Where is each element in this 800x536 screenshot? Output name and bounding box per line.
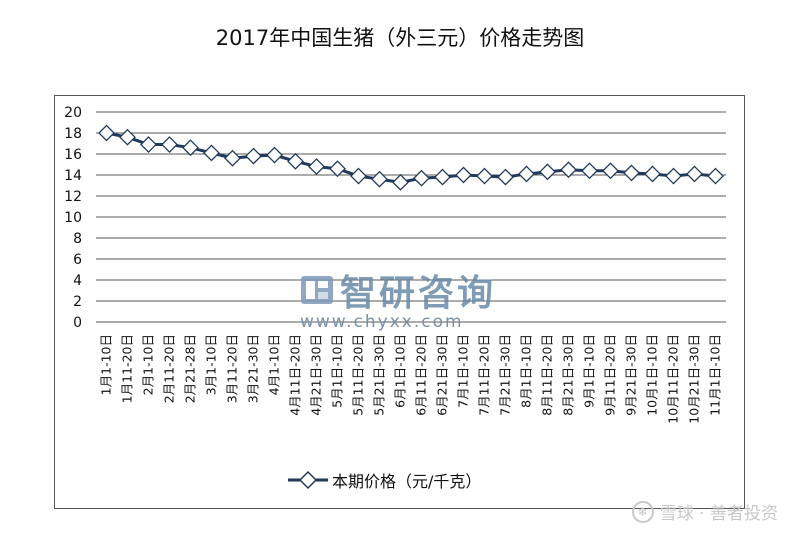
watermark-brand: 智研咨询 <box>300 270 496 314</box>
x-tick-label: 3月21-30日 <box>246 334 261 403</box>
data-point <box>434 168 451 186</box>
data-point <box>455 166 472 184</box>
x-tick-label: 4月21日-30日 <box>309 334 324 416</box>
legend-marker-icon <box>288 470 328 490</box>
data-point <box>518 165 535 183</box>
x-tick-label: 1月11-20日 <box>120 334 135 403</box>
y-tick-label: 0 <box>73 315 82 331</box>
x-tick-label: 3月11-20日 <box>225 334 240 403</box>
data-point <box>119 128 136 146</box>
data-point <box>497 168 514 186</box>
x-tick-label: 9月11日-20日 <box>603 334 618 416</box>
chart-frame <box>54 95 745 509</box>
x-tick-label: 9月1日-10日 <box>582 334 597 408</box>
x-tick-label: 1月1-10日 <box>99 334 114 395</box>
data-point <box>329 160 346 178</box>
y-tick-label: 4 <box>73 273 82 289</box>
data-point <box>98 124 115 142</box>
chart-title: 2017年中国生猪（外三元）价格走势图 <box>215 26 585 50</box>
data-point <box>224 149 241 167</box>
y-tick-label: 20 <box>64 105 82 121</box>
data-point <box>539 163 556 181</box>
data-point <box>266 146 283 164</box>
data-point <box>371 170 388 188</box>
x-tick-label: 8月11日-20日 <box>540 334 555 416</box>
data-point <box>413 169 430 187</box>
legend-label: 本期价格（元/千克） <box>332 472 482 491</box>
x-tick-label: 7月11日-20日 <box>477 334 492 416</box>
data-point <box>644 165 661 183</box>
x-tick-label: 8月1日-10日 <box>519 334 534 408</box>
y-tick-label: 2 <box>73 294 82 310</box>
x-tick-label: 6月11日-20日 <box>414 334 429 416</box>
x-tick-label: 7月21日-30日 <box>498 334 513 416</box>
data-point <box>287 152 304 170</box>
x-tick-label: 5月21日-30日 <box>372 334 387 416</box>
y-tick-label: 18 <box>64 126 82 142</box>
data-point <box>476 167 493 185</box>
x-tick-label: 5月1日-10日 <box>330 334 345 408</box>
data-point <box>245 147 262 165</box>
x-tick-label: 6月1日-10日 <box>393 334 408 408</box>
x-tick-label: 10月21日-30日 <box>687 334 702 424</box>
x-tick-label: 4月1-10日 <box>267 334 282 395</box>
x-tick-label: 4月11日-20日 <box>288 334 303 416</box>
data-point <box>665 167 682 185</box>
data-point <box>140 136 157 153</box>
x-tick-label: 6月21日-30日 <box>435 334 450 416</box>
data-point <box>623 164 640 182</box>
data-point <box>161 136 178 153</box>
snowball-icon: ❄ <box>631 500 654 523</box>
data-point <box>560 161 577 179</box>
x-tick-label: 7月1日-10日 <box>456 334 471 408</box>
data-point <box>602 162 619 180</box>
y-tick-label: 16 <box>64 147 82 163</box>
data-point <box>686 165 703 183</box>
data-point <box>581 162 598 180</box>
y-tick-label: 12 <box>64 189 82 205</box>
x-tick-label: 10月1日-10日 <box>645 334 660 416</box>
data-point <box>203 144 220 162</box>
y-tick-label: 8 <box>73 231 82 247</box>
x-tick-label: 5月11日-20日 <box>351 334 366 416</box>
x-tick-label: 9月21日-30日 <box>624 334 639 416</box>
data-point <box>392 173 409 191</box>
data-point <box>350 167 367 185</box>
data-point <box>182 139 199 157</box>
watermark-brand-text: 智研咨询 <box>340 273 497 314</box>
x-tick-label: 2月21-28日 <box>183 334 198 403</box>
x-tick-label: 8月21日-30日 <box>561 334 576 416</box>
x-tick-label: 2月11-20日 <box>162 334 177 403</box>
x-tick-label: 3月1-10日 <box>204 334 219 395</box>
watermark-url: www.chyxx.com <box>300 312 464 332</box>
y-tick-label: 10 <box>64 210 82 226</box>
data-point <box>707 167 724 185</box>
chart-legend: 本期价格（元/千克） <box>288 468 481 492</box>
y-tick-label: 6 <box>73 252 82 268</box>
watermark-logo-icon <box>301 276 333 304</box>
data-point <box>308 158 325 176</box>
x-tick-label: 11月1日-10日 <box>708 334 723 416</box>
x-tick-label: 10月11日-20日 <box>666 334 681 424</box>
credit-watermark: ❄ 雪球 · 善者投资 <box>631 499 778 524</box>
y-tick-label: 14 <box>64 168 82 184</box>
x-tick-label: 2月1-10日 <box>141 334 156 395</box>
credit-text: 雪球 · 善者投资 <box>659 504 778 524</box>
